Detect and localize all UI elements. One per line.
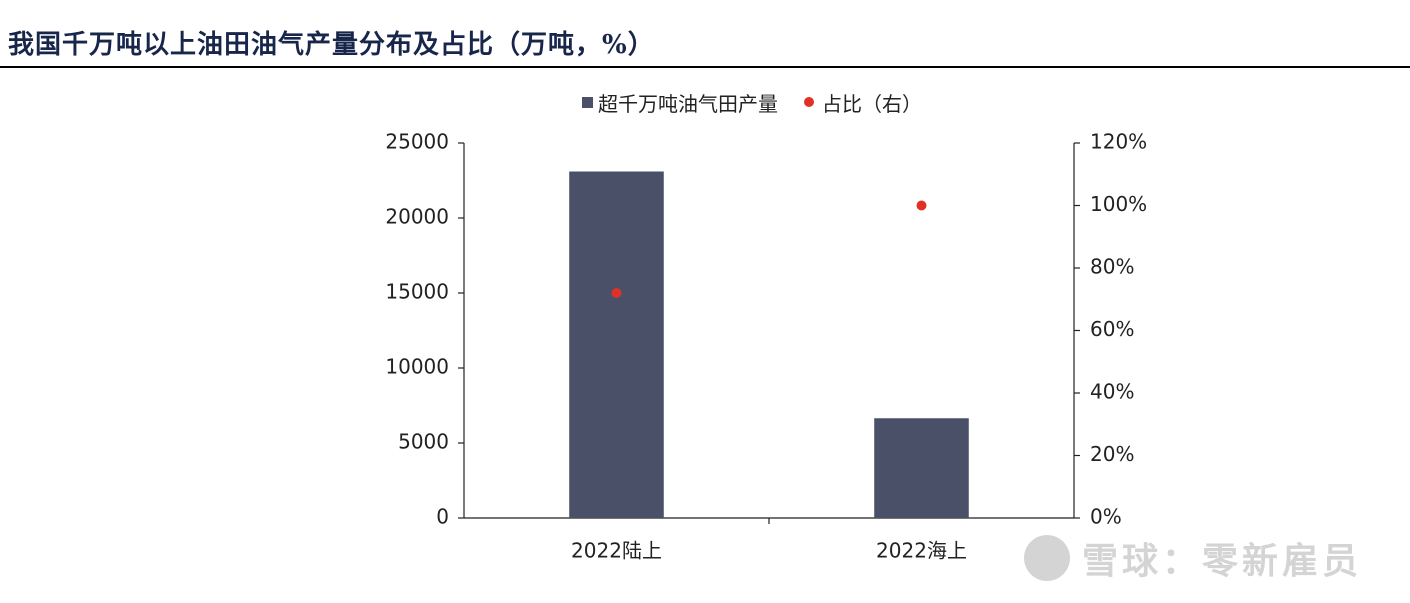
legend: 超千万吨油气田产量 占比（右）	[582, 88, 922, 116]
snowball-logo-icon	[1024, 535, 1070, 581]
left-tick-label: 0	[436, 505, 449, 529]
legend-bar-label: 超千万吨油气田产量	[598, 91, 778, 116]
x-tick-label: 2022陆上	[571, 539, 662, 563]
left-tick-label: 25000	[385, 130, 449, 154]
left-tick-label: 5000	[398, 430, 449, 454]
left-tick-label: 10000	[385, 355, 449, 379]
right-tick-label: 40%	[1090, 380, 1134, 404]
left-tick-label: 20000	[385, 205, 449, 229]
right-tick-label: 100%	[1090, 192, 1147, 216]
chart-title: 我国千万吨以上油田油气产量分布及占比（万吨，%）	[8, 30, 655, 60]
legend-bar-swatch	[582, 96, 593, 108]
right-tick-label: 60%	[1090, 317, 1134, 341]
legend-dot-label: 占比（右）	[822, 91, 922, 116]
bar	[569, 171, 664, 518]
x-tick-label: 2022海上	[876, 539, 967, 563]
share-point	[916, 200, 927, 211]
watermark-text: 雪球：零新雇员	[1082, 541, 1363, 582]
bar	[874, 418, 969, 518]
watermark: 雪球：零新雇员	[1024, 532, 1362, 584]
legend-item-bars: 超千万吨油气田产量	[582, 88, 778, 117]
legend-dot-swatch	[804, 97, 814, 107]
share-point	[611, 288, 622, 298]
right-tick-label: 0%	[1090, 505, 1122, 529]
title-rule	[0, 66, 1410, 68]
left-tick-label: 15000	[385, 280, 449, 304]
right-tick-label: 20%	[1090, 442, 1134, 466]
legend-item-dots: 占比（右）	[804, 88, 922, 117]
right-tick-label: 120%	[1090, 130, 1147, 154]
right-tick-label: 80%	[1090, 255, 1134, 279]
